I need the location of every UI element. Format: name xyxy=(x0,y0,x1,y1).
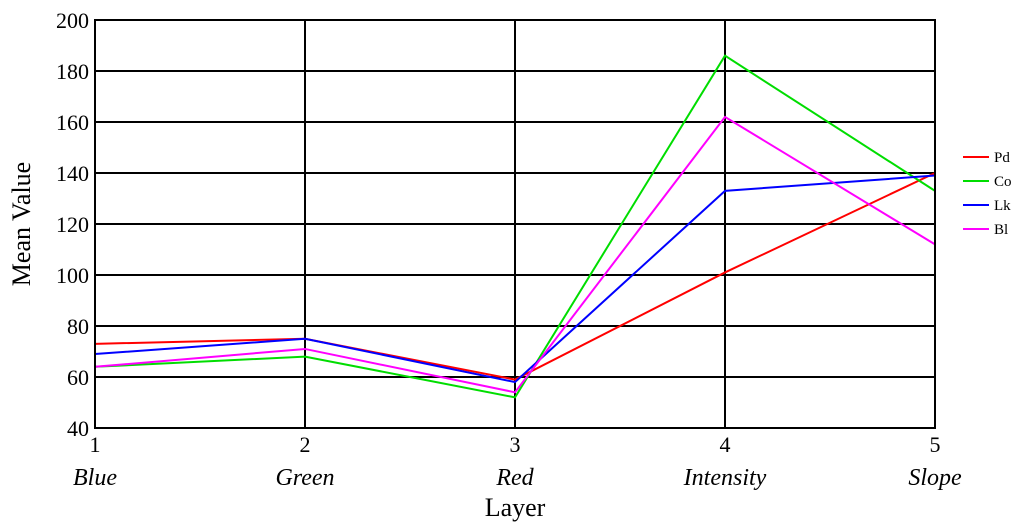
x-category-label: Blue xyxy=(73,465,117,491)
x-category-label: Intensity xyxy=(683,465,767,491)
x-axis-title: Layer xyxy=(485,493,546,522)
x-category-label: Green xyxy=(275,465,334,491)
series-line-lk xyxy=(94,174,936,384)
y-tick-label: 140 xyxy=(56,161,89,186)
x-tick-label: 5 xyxy=(930,432,941,457)
series-lines xyxy=(94,54,936,399)
series-line-pd xyxy=(94,172,936,381)
x-tick-label: 2 xyxy=(300,432,311,457)
legend-label-pd: Pd xyxy=(994,150,1010,166)
legend: Pd Co Lk Bl xyxy=(963,150,1012,238)
y-tick-label: 40 xyxy=(67,416,89,441)
x-category-label: Red xyxy=(495,465,534,491)
y-tick-label: 160 xyxy=(56,110,89,135)
legend-label-bl: Bl xyxy=(994,222,1008,238)
x-tick-label: 4 xyxy=(720,432,731,457)
x-tick-label: 1 xyxy=(90,432,101,457)
y-tick-label: 60 xyxy=(67,365,89,390)
y-axis-title: Mean Value xyxy=(7,162,36,286)
y-tick-label: 200 xyxy=(56,8,89,33)
legend-label-lk: Lk xyxy=(994,198,1011,214)
series-line-bl xyxy=(94,115,936,394)
y-tick-label: 100 xyxy=(56,263,89,288)
y-axis-ticks: 40 60 80 100 120 140 160 180 200 xyxy=(56,8,89,441)
x-axis-categories: Blue Green Red Intensity Slope xyxy=(73,465,962,491)
legend-label-co: Co xyxy=(994,174,1012,190)
y-tick-label: 180 xyxy=(56,59,89,84)
plot-frame xyxy=(94,19,936,429)
x-axis-ticks: 1 2 3 4 5 xyxy=(90,432,941,457)
x-category-label: Slope xyxy=(908,465,962,491)
series-line-co xyxy=(94,54,936,399)
x-tick-label: 3 xyxy=(510,432,521,457)
grid xyxy=(94,19,936,429)
y-tick-label: 120 xyxy=(56,212,89,237)
y-tick-label: 80 xyxy=(67,314,89,339)
